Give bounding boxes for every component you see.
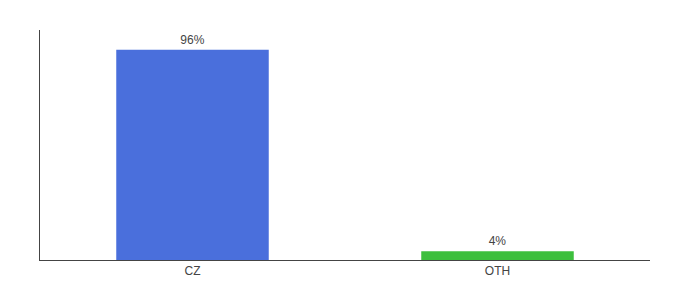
svg-text:OTH: OTH xyxy=(485,264,510,278)
svg-text:4%: 4% xyxy=(489,234,507,248)
svg-text:CZ: CZ xyxy=(185,264,201,278)
svg-text:96%: 96% xyxy=(180,33,204,47)
